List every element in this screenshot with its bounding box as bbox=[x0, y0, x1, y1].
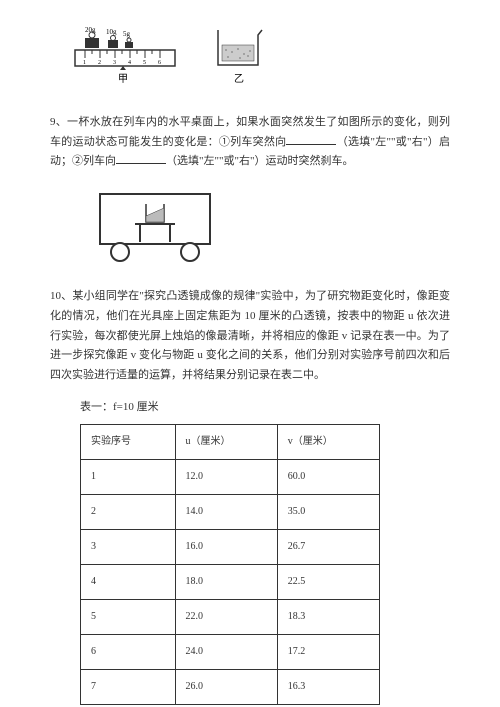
table-header: v（厘米） bbox=[277, 424, 379, 459]
question-10: 10、某小组同学在"探究凸透镜成像的规律"实验中，为了研究物距变化时，像距变化的… bbox=[50, 287, 450, 386]
weight-label-20g: 20g bbox=[85, 26, 96, 34]
table-row: 4 18.0 22.5 bbox=[81, 564, 380, 599]
table-row: 5 22.0 18.3 bbox=[81, 599, 380, 634]
table-header: 实验序号 bbox=[81, 424, 176, 459]
q9-blank-2 bbox=[116, 153, 166, 164]
svg-text:6: 6 bbox=[158, 60, 161, 66]
table-cell: 3 bbox=[81, 529, 176, 564]
table-cell: 14.0 bbox=[175, 494, 277, 529]
data-table: 实验序号 u（厘米） v（厘米） 1 12.0 60.0 2 14.0 35.0… bbox=[80, 424, 380, 705]
table-cell: 6 bbox=[81, 634, 176, 669]
table-cell: 35.0 bbox=[277, 494, 379, 529]
figure-left: 20g 10g 5g bbox=[70, 20, 180, 98]
table-cell: 1 bbox=[81, 459, 176, 494]
svg-text:2: 2 bbox=[98, 60, 101, 66]
q10-text: 10、某小组同学在"探究凸透镜成像的规律"实验中，为了研究物距变化时，像距变化的… bbox=[50, 290, 450, 381]
table-caption: 表一：f=10 厘米 bbox=[80, 398, 450, 418]
table-cell: 16.3 bbox=[277, 669, 379, 704]
figure-q9 bbox=[90, 184, 450, 272]
weight-label-5g: 5g bbox=[123, 30, 131, 38]
weight-20g: 20g bbox=[85, 26, 99, 48]
table-cell: 4 bbox=[81, 564, 176, 599]
figure-q8: 20g 10g 5g bbox=[70, 20, 450, 98]
figure-right: 乙 bbox=[210, 20, 270, 98]
weight-label-10g: 10g bbox=[106, 28, 117, 36]
table-row: 7 26.0 16.3 bbox=[81, 669, 380, 704]
table-cell: 24.0 bbox=[175, 634, 277, 669]
table-cell: 18.0 bbox=[175, 564, 277, 599]
figure-label-left: 甲 bbox=[118, 74, 128, 85]
table-cell: 18.3 bbox=[277, 599, 379, 634]
table-cell: 5 bbox=[81, 599, 176, 634]
weight-5g: 5g bbox=[123, 30, 133, 48]
table-cell: 22.5 bbox=[277, 564, 379, 599]
table-cell: 26.0 bbox=[175, 669, 277, 704]
table-row: 3 16.0 26.7 bbox=[81, 529, 380, 564]
weight-10g: 10g bbox=[106, 28, 118, 48]
table-header-row: 实验序号 u（厘米） v（厘米） bbox=[81, 424, 380, 459]
table-cell: 17.2 bbox=[277, 634, 379, 669]
table-cell: 16.0 bbox=[175, 529, 277, 564]
table-cell: 2 bbox=[81, 494, 176, 529]
q9-text-3: （选填"左""或"右"）运动时突然刹车。 bbox=[166, 155, 353, 167]
figure-label-right: 乙 bbox=[234, 73, 244, 85]
table-cell: 7 bbox=[81, 669, 176, 704]
table-header: u（厘米） bbox=[175, 424, 277, 459]
svg-text:4: 4 bbox=[128, 60, 131, 66]
svg-text:1: 1 bbox=[83, 60, 86, 66]
svg-text:5: 5 bbox=[143, 60, 146, 66]
q9-blank-1 bbox=[286, 134, 336, 145]
table-row: 6 24.0 17.2 bbox=[81, 634, 380, 669]
table-cell: 26.7 bbox=[277, 529, 379, 564]
question-9: 9、一杯水放在列车内的水平桌面上，如果水面突然发生了如图所示的变化，则列车的运动… bbox=[50, 113, 450, 172]
table-cell: 12.0 bbox=[175, 459, 277, 494]
table-row: 1 12.0 60.0 bbox=[81, 459, 380, 494]
table-row: 2 14.0 35.0 bbox=[81, 494, 380, 529]
table-cell: 60.0 bbox=[277, 459, 379, 494]
svg-text:3: 3 bbox=[113, 60, 116, 66]
table-cell: 22.0 bbox=[175, 599, 277, 634]
